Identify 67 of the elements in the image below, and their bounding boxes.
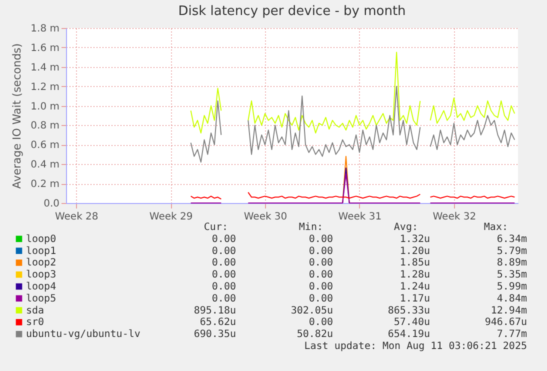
- legend-label: loop1: [26, 246, 56, 257]
- legend-label: loop2: [26, 258, 56, 269]
- chart-title: Disk latency per device - by month: [178, 4, 406, 19]
- y-tick-label: 1.6 m: [30, 42, 60, 54]
- text: 1.20u: [400, 246, 430, 257]
- text: 5.79m: [496, 246, 527, 257]
- text: 5.35m: [496, 270, 527, 281]
- text: 0.00: [308, 317, 333, 328]
- text: 0.00: [212, 234, 236, 245]
- x-tick-label: Week 31: [338, 212, 382, 222]
- text: 0.00: [308, 270, 333, 281]
- text: Max:: [484, 222, 508, 233]
- text: 1.32u: [400, 234, 430, 245]
- x-tick-label: Week 29: [149, 212, 193, 222]
- y-tick-label: 0.2 m: [30, 179, 60, 190]
- text: 5.99m: [496, 282, 527, 292]
- text: 1.17u: [400, 293, 430, 304]
- y-tick-label: 0.8 m: [30, 120, 60, 132]
- text: 57.40u: [394, 317, 430, 328]
- text: 946.67u: [484, 317, 527, 328]
- text: 0.00: [212, 270, 236, 281]
- text: 865.33u: [388, 305, 430, 316]
- text: 0.00: [308, 246, 333, 257]
- text: 0.00: [212, 293, 236, 304]
- x-tick-label: Week 28: [54, 212, 98, 222]
- y-tick-label: 0.0: [44, 198, 60, 210]
- y-tick-label: 1.2 m: [30, 82, 60, 93]
- legend-label: loop3: [26, 270, 56, 281]
- text: 0.00: [308, 293, 333, 304]
- text: 6.34m: [496, 234, 527, 245]
- legend-label: loop5: [26, 293, 56, 304]
- legend-label: sda: [26, 305, 44, 316]
- x-tick-label: Week 32: [432, 212, 476, 222]
- text: 7.77m: [496, 329, 527, 340]
- text: 0.00: [212, 246, 236, 257]
- legend-label: sr0: [26, 317, 44, 328]
- text: 302.05u: [290, 305, 333, 316]
- x-tick-label: Week 30: [244, 212, 288, 222]
- text: 1.24u: [400, 282, 430, 292]
- legend-label: loop0: [26, 234, 56, 245]
- text: Cur:: [204, 222, 228, 233]
- text: Min:: [298, 222, 323, 233]
- text: 690.35u: [194, 329, 236, 340]
- y-tick-label: 1.4 m: [30, 62, 60, 74]
- text: 50.82u: [296, 329, 333, 340]
- y-tick-label: 1.0 m: [30, 101, 60, 112]
- text: 895.18u: [194, 305, 236, 316]
- y-tick-label: 0.6 m: [30, 140, 60, 152]
- text: 0.00: [212, 258, 236, 269]
- text: 1.28u: [400, 270, 430, 281]
- text: 1.85u: [400, 258, 430, 269]
- text: 0.00: [212, 282, 236, 292]
- text: Last update: Mon Aug 11 03:06:21 2025: [304, 341, 527, 352]
- text: 0.00: [308, 282, 333, 292]
- text: 654.19u: [388, 329, 430, 340]
- text: 8.89m: [496, 258, 527, 269]
- legend-label: loop4: [26, 282, 56, 292]
- text: 0.00: [308, 234, 333, 245]
- legend-label: ubuntu-vg/ubuntu-lv: [26, 329, 140, 340]
- text: 12.94m: [490, 305, 527, 316]
- y-tick-label: 0.4 m: [30, 160, 60, 171]
- text: 65.62u: [200, 317, 236, 328]
- text: Avg:: [394, 222, 418, 233]
- y-tick-label: 1.8 m: [30, 24, 60, 34]
- y-axis-title: Average IO Wait (seconds): [10, 43, 24, 189]
- text: 4.84m: [496, 293, 527, 304]
- text: 0.00: [308, 258, 333, 269]
